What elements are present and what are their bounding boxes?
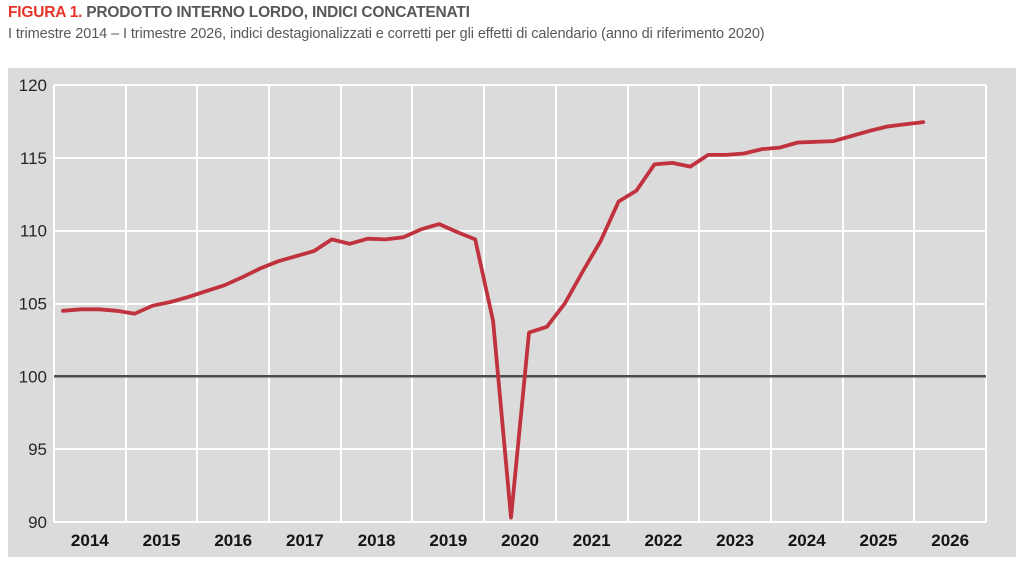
figure-title: PRODOTTO INTERNO LORDO, INDICI CONCATENA… bbox=[86, 4, 470, 21]
x-tick-2021: 2021 bbox=[573, 531, 611, 550]
x-tick-2020: 2020 bbox=[501, 531, 539, 550]
figure-label: FIGURA 1. bbox=[8, 4, 83, 21]
x-tick-2022: 2022 bbox=[644, 531, 682, 550]
y-tick-120: 120 bbox=[19, 76, 47, 95]
x-tick-2019: 2019 bbox=[429, 531, 467, 550]
x-tick-2014: 2014 bbox=[71, 531, 109, 550]
y-tick-115: 115 bbox=[20, 149, 47, 168]
x-tick-2023: 2023 bbox=[716, 531, 754, 550]
x-tick-2017: 2017 bbox=[286, 531, 324, 550]
chart-panel bbox=[8, 68, 1016, 557]
y-tick-95: 95 bbox=[28, 440, 47, 459]
x-tick-2026: 2026 bbox=[931, 531, 969, 550]
x-tick-2024: 2024 bbox=[788, 531, 826, 550]
x-tick-2018: 2018 bbox=[358, 531, 396, 550]
x-tick-2025: 2025 bbox=[860, 531, 898, 550]
y-tick-100: 100 bbox=[19, 367, 47, 386]
y-tick-105: 105 bbox=[19, 295, 47, 314]
gdp-series-line bbox=[61, 120, 926, 520]
figure-header: FIGURA 1. PRODOTTO INTERNO LORDO, INDICI … bbox=[8, 4, 470, 22]
y-tick-90: 90 bbox=[28, 513, 47, 532]
y-tick-110: 110 bbox=[20, 222, 47, 241]
figure-subtitle: I trimestre 2014 – I trimestre 2026, ind… bbox=[8, 26, 765, 42]
x-tick-2015: 2015 bbox=[143, 531, 181, 550]
x-tick-2016: 2016 bbox=[214, 531, 252, 550]
